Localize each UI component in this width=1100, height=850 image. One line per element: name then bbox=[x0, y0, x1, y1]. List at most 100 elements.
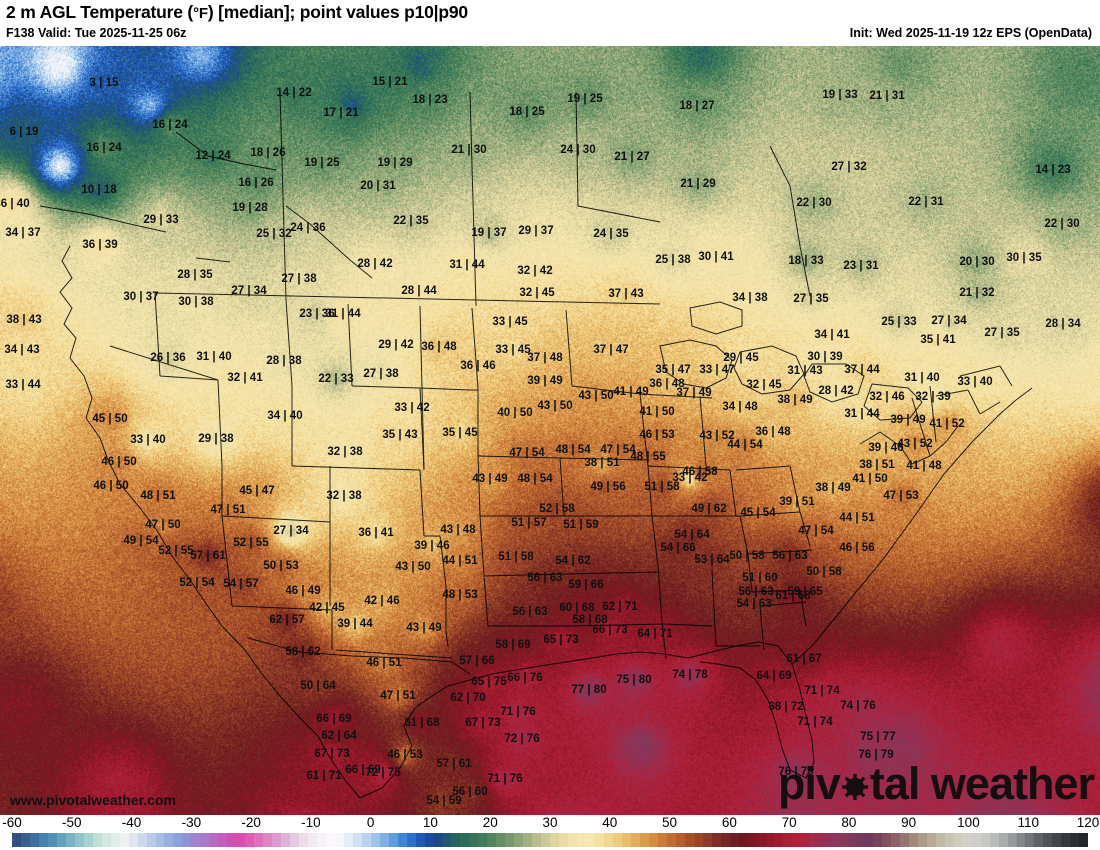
point-value-label: 34 | 41 bbox=[814, 329, 850, 341]
legend-swatch bbox=[917, 833, 927, 847]
point-value-label: 32 | 38 bbox=[326, 490, 362, 502]
point-value-label: 43 | 50 bbox=[578, 390, 614, 402]
legend-tick: 20 bbox=[482, 815, 498, 830]
legend-swatch bbox=[47, 833, 57, 847]
legend-swatch bbox=[837, 833, 847, 847]
point-value-label: 71 | 76 bbox=[500, 706, 536, 718]
point-value-label: 31 | 40 bbox=[904, 372, 940, 384]
point-value-label: 19 | 33 bbox=[822, 89, 858, 101]
point-value-label: 26 | 36 bbox=[150, 352, 186, 364]
legend-swatch bbox=[639, 833, 649, 847]
point-value-label: 33 | 44 bbox=[5, 379, 41, 391]
legend-swatch bbox=[505, 833, 515, 847]
point-value-label: 62 | 71 bbox=[602, 601, 638, 613]
point-value-label: 21 | 29 bbox=[680, 178, 716, 190]
legend-tick: 110 bbox=[1017, 815, 1039, 830]
point-value-label: 46 | 56 bbox=[839, 542, 875, 554]
point-value-label: 20 | 31 bbox=[360, 180, 396, 192]
legend-tick: -60 bbox=[2, 815, 22, 830]
watermark-text-post: tal weather bbox=[869, 758, 1095, 809]
point-value-label: 38 | 51 bbox=[584, 457, 620, 469]
legend-swatch bbox=[586, 833, 595, 847]
legend-swatch bbox=[227, 833, 237, 847]
point-value-label: 71 | 74 bbox=[797, 716, 833, 728]
point-value-label: 39 | 46 bbox=[868, 442, 904, 454]
legend-swatch bbox=[1034, 833, 1044, 847]
point-value-label: 23 | 36 bbox=[299, 308, 335, 320]
point-value-label: 51 | 59 bbox=[563, 519, 599, 531]
point-value-label: 75 | 80 bbox=[616, 674, 652, 686]
legend-swatch bbox=[1007, 833, 1017, 847]
point-value-label: 18 | 23 bbox=[412, 94, 448, 106]
point-value-label: 61 | 71 bbox=[306, 770, 342, 782]
point-value-label: 76 | 79 bbox=[858, 749, 894, 761]
point-value-label: 59 | 65 bbox=[787, 586, 823, 598]
legend-swatch bbox=[1043, 833, 1053, 847]
legend-swatch bbox=[711, 833, 721, 847]
point-value-label: 33 | 42 bbox=[394, 402, 430, 414]
point-value-label: 34 | 40 bbox=[267, 410, 303, 422]
point-value-label: 3 | 15 bbox=[89, 77, 119, 89]
point-value-label: 41 | 48 bbox=[906, 460, 942, 472]
point-value-label: 15 | 21 bbox=[372, 76, 408, 88]
point-value-label: 18 | 27 bbox=[679, 100, 715, 112]
legend-tick: 60 bbox=[721, 815, 737, 830]
legend-swatch bbox=[370, 833, 380, 847]
point-value-label: 29 | 37 bbox=[518, 225, 554, 237]
point-value-label: 38 | 49 bbox=[777, 394, 813, 406]
legend-color-bar[interactable] bbox=[12, 833, 1089, 847]
point-value-label: 46 | 49 bbox=[285, 585, 321, 597]
point-value-label: 51 | 60 bbox=[742, 572, 778, 584]
point-value-label: 24 | 36 bbox=[290, 222, 326, 234]
point-value-label: 14 | 22 bbox=[276, 87, 312, 99]
point-value-label: 32 | 38 bbox=[327, 446, 363, 458]
point-value-label: 16 | 24 bbox=[86, 142, 122, 154]
point-value-label: 56 | 60 bbox=[452, 786, 488, 798]
point-value-label: 29 | 45 bbox=[723, 352, 759, 364]
legend-swatch bbox=[442, 833, 452, 847]
point-value-label: 43 | 50 bbox=[395, 561, 431, 573]
point-value-label: 57 | 61 bbox=[436, 758, 472, 770]
point-value-label: 28 | 44 bbox=[401, 285, 437, 297]
point-value-label: 22 | 30 bbox=[1044, 218, 1080, 230]
legend-swatch bbox=[603, 833, 613, 847]
legend-swatch bbox=[245, 833, 255, 847]
point-value-label: 42 | 45 bbox=[309, 602, 345, 614]
point-value-label: 64 | 69 bbox=[756, 670, 792, 682]
legend-swatch bbox=[65, 833, 75, 847]
point-value-label: 54 | 64 bbox=[674, 529, 710, 541]
point-value-label: 43 | 49 bbox=[472, 473, 508, 485]
point-value-label: 54 | 62 bbox=[555, 555, 591, 567]
legend-swatch bbox=[487, 833, 497, 847]
point-value-label: 36 | 46 bbox=[460, 360, 496, 372]
point-value-label: 19 | 37 bbox=[471, 227, 507, 239]
legend-swatch bbox=[881, 833, 891, 847]
point-value-label: 36 | 48 bbox=[421, 341, 457, 353]
point-value-label: 72 | 76 bbox=[504, 733, 540, 745]
point-value-label: 47 | 54 bbox=[509, 447, 545, 459]
point-value-label: 37 | 49 bbox=[676, 387, 712, 399]
point-value-label: 52 | 54 bbox=[179, 577, 215, 589]
point-value-label: 36 | 40 bbox=[0, 198, 30, 210]
legend-swatch bbox=[182, 833, 192, 847]
legend-swatch bbox=[926, 833, 936, 847]
watermark-text-pre: piv bbox=[777, 758, 841, 809]
color-legend[interactable]: -60 -50 -40 -30 -20 -10 0 10 20 30 40 50 60 70 80 90 100… bbox=[0, 815, 1100, 850]
temperature-map[interactable]: 3 | 15 6 | 19 16 | 24 16 | 24 10 | 18 12 | 24… bbox=[0, 46, 1100, 815]
point-value-label: 48 | 55 bbox=[630, 451, 666, 463]
point-value-label: 16 | 24 bbox=[152, 119, 188, 131]
point-value-label: 35 | 43 bbox=[382, 429, 418, 441]
point-value-label: 43 | 48 bbox=[440, 524, 476, 536]
point-value-label: 31 | 40 bbox=[196, 351, 232, 363]
point-value-label: 39 | 49 bbox=[890, 414, 926, 426]
legend-swatch bbox=[281, 833, 291, 847]
point-value-label: 71 | 76 bbox=[487, 773, 523, 785]
point-value-label: 48 | 54 bbox=[555, 444, 591, 456]
point-value-label: 57 | 66 bbox=[459, 655, 495, 667]
legend-swatch bbox=[101, 833, 111, 847]
point-value-label: 34 | 38 bbox=[732, 292, 768, 304]
legend-swatch bbox=[218, 833, 228, 847]
header: 2 m AGL Temperature (°F) [median]; point… bbox=[0, 0, 1100, 46]
legend-swatch bbox=[388, 833, 398, 847]
point-value-label: 62 | 57 bbox=[269, 614, 305, 626]
